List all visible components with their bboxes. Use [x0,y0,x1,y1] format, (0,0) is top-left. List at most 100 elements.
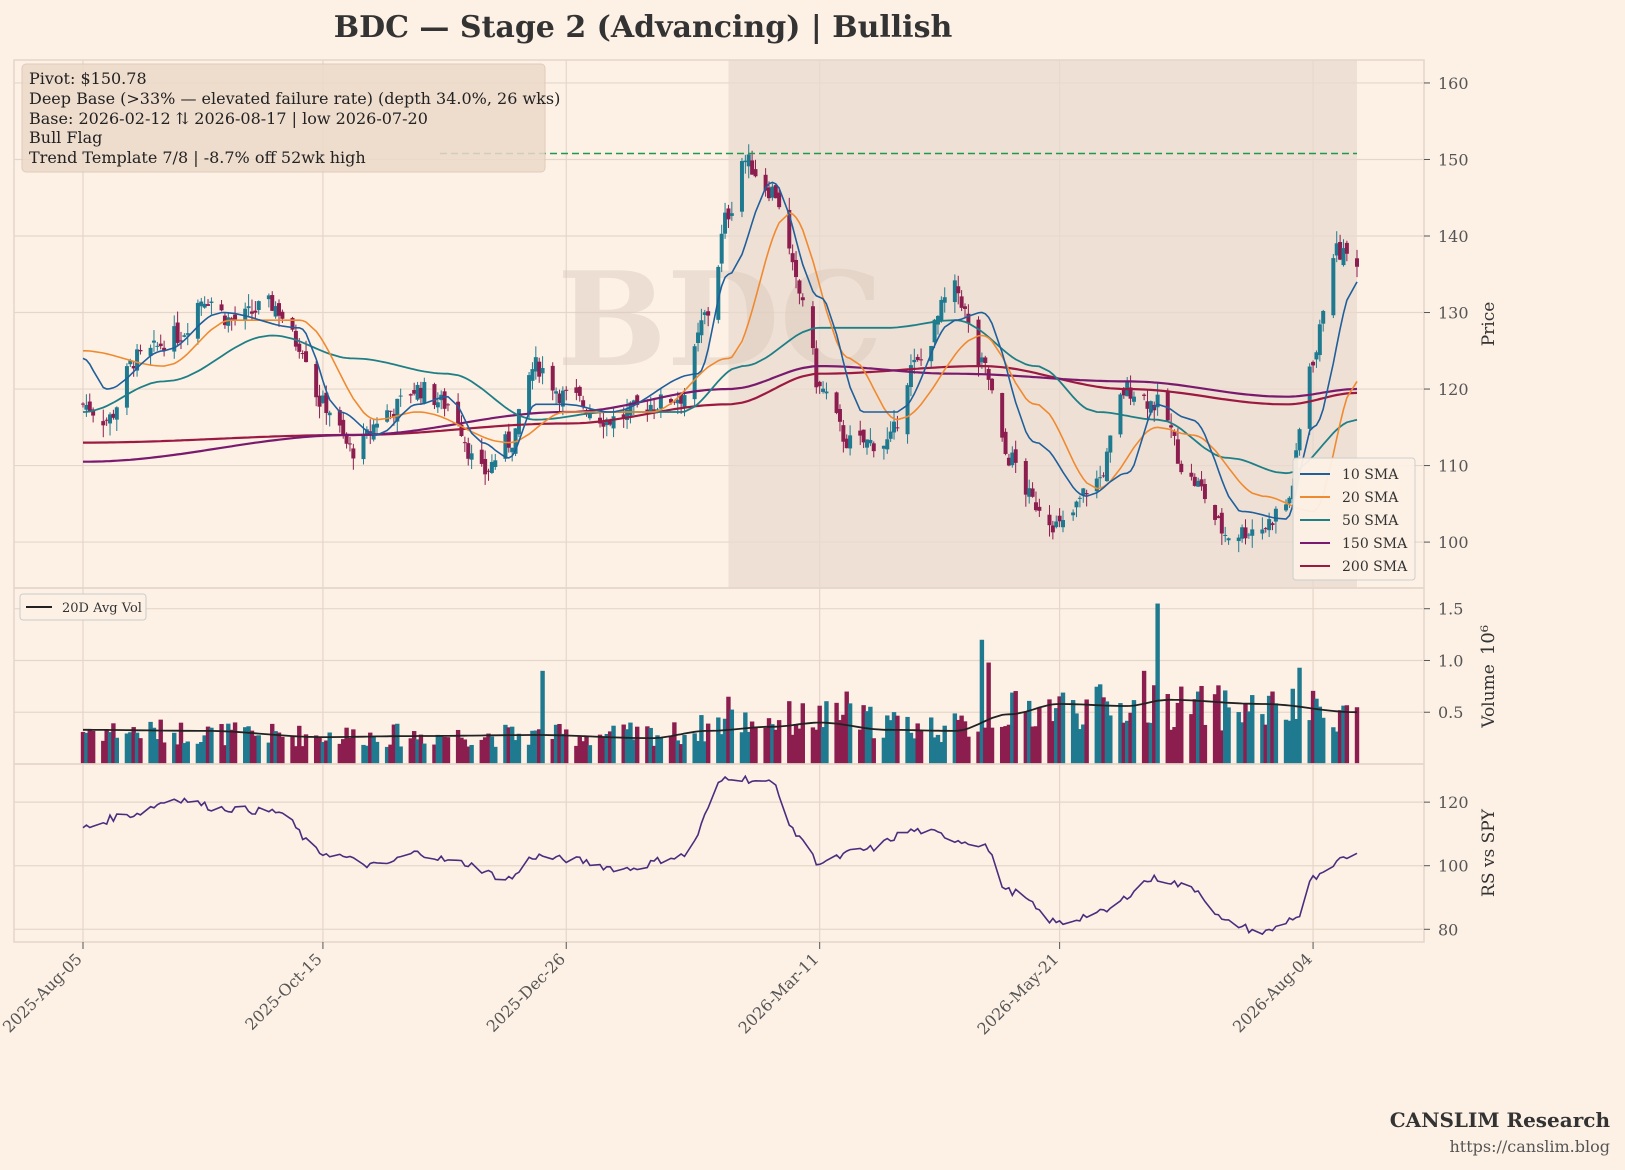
candle-body [628,402,633,416]
volume-bar [1192,699,1197,764]
candle [679,392,684,414]
candle-body [797,280,802,294]
candle-body [412,390,417,394]
candle-body [1246,534,1251,536]
candle-body [817,381,822,387]
candle [1074,500,1079,518]
volume-bar [266,742,272,764]
candle [483,450,488,485]
candle-body [87,401,92,412]
volume-bar [1168,729,1174,764]
candle-body [124,366,129,408]
volume-bar [834,702,839,764]
volume-bar [374,741,380,764]
candle-body [1027,488,1032,497]
sma-legend: 10 SMA 20 SMA 50 SMA 150 SMA 200 SMA [1292,457,1416,581]
volume-bar [341,739,346,764]
candle [412,382,417,396]
candle-body [219,304,224,311]
candle [837,404,842,432]
volume-bar [1263,724,1268,764]
volume-bar [1287,720,1292,764]
candle [739,157,744,218]
candle-body [750,160,755,175]
candle [773,183,778,199]
candle-body [837,408,842,422]
candle-body [351,448,356,459]
candle [1284,499,1289,512]
candle-body [723,212,728,234]
candle-body [300,353,305,355]
candle-body [814,348,819,388]
volume-bar [533,730,539,764]
volume-bar [509,726,515,764]
chart-title: BDC — Stage 2 (Advancing) | Bullish [334,10,953,45]
candle-body [195,302,200,339]
candle-body [942,297,947,303]
volume-bar [817,705,822,764]
candle-body [1131,396,1136,402]
volume-bar [1097,684,1103,764]
candle-body [1273,508,1278,522]
candle [1098,465,1103,487]
candle-body [537,361,542,377]
candle-body [246,306,251,309]
candle [706,307,711,327]
candle-body [199,301,204,307]
candle [114,406,119,431]
candle-body [469,453,474,460]
candle [635,394,640,408]
volume-bar [702,741,707,764]
candle [418,381,423,405]
candle [1071,509,1076,521]
candle-body [800,297,805,301]
candle-body [1165,390,1170,421]
volume-bar [1094,686,1099,764]
candle-body [398,395,403,397]
volume-bar [871,738,876,764]
volume-bar [537,729,542,764]
volume-bar [918,730,924,764]
candle-body [625,409,630,420]
candle-body [172,326,177,352]
volume-bar [885,715,890,764]
candle-body [679,393,684,404]
volume-bar [645,726,650,764]
volume-tick-label: 1.5 [1438,600,1463,619]
candle [1263,527,1268,533]
volume-bar [692,733,697,764]
candle [895,415,900,432]
candle [1104,447,1109,482]
volume-bar [368,732,373,764]
x-tick-label: 2025-Dec-26 [483,949,569,1035]
candle-body [266,295,271,300]
candle-body [503,434,508,459]
candle [729,201,734,221]
candle [415,381,420,402]
candle [432,382,437,410]
candle-body [1331,258,1336,316]
volume-bar [1270,691,1275,764]
candle [101,409,106,438]
candle [246,294,251,316]
volume-bar [1239,722,1245,764]
candle [1213,504,1218,526]
volume-bar [1013,691,1018,764]
candle [1145,390,1150,421]
volume-bar [320,742,326,764]
volume-bar [1060,692,1066,764]
volume-bar [999,726,1005,764]
candle-body [320,395,325,403]
volume-bar [814,729,819,764]
candle-body [128,360,133,365]
candle-body [729,213,734,216]
volume-bar [459,737,464,764]
volume-bar [935,734,941,764]
candle-body [574,387,579,393]
candle-body [1084,493,1089,495]
volume-bar [351,729,356,764]
volume-bar [1084,699,1089,764]
candle-body [540,368,545,374]
candle-body [435,402,440,408]
volume-bar [1219,730,1225,764]
